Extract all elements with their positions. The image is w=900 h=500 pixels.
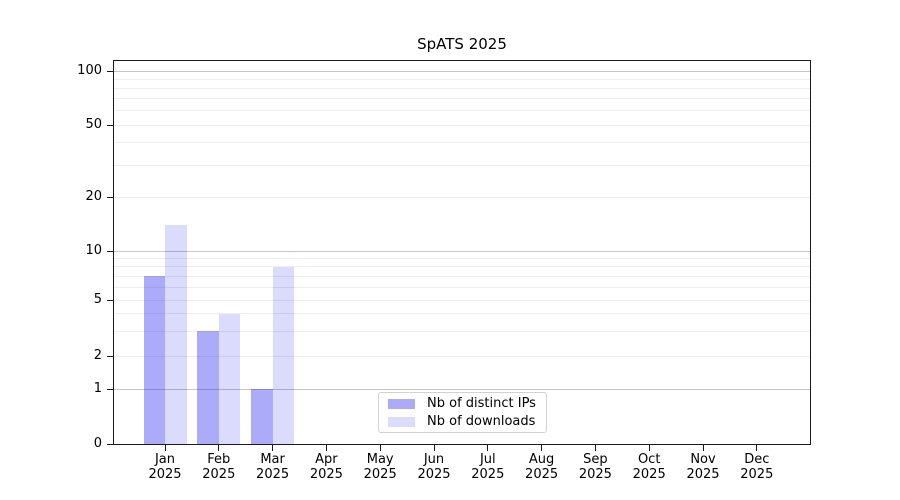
- gridline-minor: [114, 266, 810, 268]
- legend-swatch: [388, 416, 415, 427]
- x-tick-label-line: 2025: [471, 467, 505, 482]
- y-tick-label: 1: [93, 381, 102, 396]
- gridline-minor: [114, 124, 810, 126]
- y-tick-mark: [107, 388, 114, 390]
- x-tick-label: Jan 2025: [134, 452, 196, 482]
- y-tick-label: 20: [85, 189, 102, 204]
- x-tick-label-line: 2025: [686, 467, 720, 482]
- x-tick-label-line: Feb: [207, 452, 231, 467]
- x-tick-mark: [218, 445, 220, 451]
- x-tick-label-line: Aug: [528, 452, 555, 467]
- x-tick-label: Nov 2025: [672, 452, 734, 482]
- x-tick-label: Sep 2025: [564, 452, 626, 482]
- x-tick-label: Feb 2025: [188, 452, 250, 482]
- x-tick-mark: [702, 445, 704, 451]
- y-tick-mark: [107, 299, 114, 301]
- x-tick-label: Apr 2025: [295, 452, 357, 482]
- x-tick-label-line: 2025: [148, 467, 182, 482]
- y-tick-label: 2: [93, 348, 102, 363]
- x-tick-label: Oct 2025: [618, 452, 680, 482]
- bar-nb-of-distinct-ips-1: [197, 331, 219, 444]
- x-tick-mark: [164, 445, 166, 451]
- x-tick-mark: [541, 445, 543, 451]
- gridline-minor: [114, 330, 810, 332]
- x-tick-label-line: 2025: [309, 467, 343, 482]
- legend-swatch: [388, 398, 415, 409]
- y-tick-label: 10: [85, 243, 102, 258]
- y-tick-mark: [107, 124, 114, 126]
- x-tick-label-line: Nov: [690, 452, 716, 467]
- gridline-minor: [114, 78, 810, 80]
- bar-nb-of-distinct-ips-2: [251, 389, 273, 444]
- gridline-major: [114, 250, 810, 252]
- x-tick-label: Jul 2025: [457, 452, 519, 482]
- plot-area: 0 1 2 5 10 20 50 100 Jan 2025 Feb 2025 Mar 2025 Apr 202…: [77, 60, 811, 482]
- x-tick-mark: [487, 445, 489, 451]
- gridline-minor: [114, 196, 810, 198]
- x-tick-label: Jun 2025: [403, 452, 465, 482]
- y-tick-label: 5: [93, 292, 102, 307]
- x-tick-label-line: 2025: [578, 467, 612, 482]
- gridline-minor: [114, 299, 810, 301]
- x-tick-label: Mar 2025: [242, 452, 304, 482]
- y-tick-mark: [107, 196, 114, 198]
- x-tick-label-line: 2025: [525, 467, 559, 482]
- x-tick-mark: [379, 445, 381, 451]
- y-tick-label: 50: [85, 117, 102, 132]
- bar-nb-of-downloads-2: [272, 266, 295, 444]
- gridline-minor: [114, 275, 810, 277]
- x-tick-label-line: 2025: [256, 467, 290, 482]
- bar-nb-of-downloads-0: [165, 224, 187, 444]
- x-tick-mark: [594, 445, 596, 451]
- x-tick-label: May 2025: [349, 452, 411, 482]
- x-tick-label-line: 2025: [740, 467, 774, 482]
- bar-nb-of-downloads-1: [218, 313, 241, 444]
- y-tick-mark: [107, 70, 114, 72]
- gridline-minor: [114, 87, 810, 89]
- x-tick-label-line: Jan: [154, 452, 176, 467]
- x-tick-mark: [325, 445, 327, 451]
- x-tick-mark: [756, 445, 758, 451]
- x-tick-label-line: Oct: [637, 452, 661, 467]
- x-tick-label-line: 2025: [417, 467, 451, 482]
- y-tick-mark: [107, 355, 114, 357]
- y-tick-label: 0: [93, 436, 102, 451]
- gridline-minor: [114, 164, 810, 166]
- y-tick-label: 100: [77, 63, 102, 78]
- gridline-minor: [114, 286, 810, 288]
- legend-entry: Nb of distinct IPs: [388, 396, 546, 411]
- x-tick-label-line: Dec: [744, 452, 770, 467]
- x-tick-label-line: Apr: [315, 452, 338, 467]
- x-tick-label-line: Sep: [583, 452, 608, 467]
- chart-title: SpATS 2025: [417, 35, 507, 53]
- gridline-minor: [114, 142, 810, 144]
- x-tick-label-line: 2025: [202, 467, 236, 482]
- x-tick-mark: [272, 445, 274, 451]
- gridline-major: [114, 388, 810, 390]
- bar-nb-of-distinct-ips-0: [143, 276, 165, 444]
- x-tick-label: Dec 2025: [726, 452, 788, 482]
- x-tick-label-line: Jul: [479, 452, 496, 467]
- gridline-minor: [114, 98, 810, 100]
- gridline-minor: [114, 355, 810, 357]
- gridline-major: [114, 70, 810, 72]
- x-tick-label-line: Jun: [423, 452, 445, 467]
- x-tick-label-line: 2025: [363, 467, 397, 482]
- x-tick-label-line: Mar: [260, 452, 285, 467]
- gridline-minor: [114, 313, 810, 315]
- x-tick-label: Aug 2025: [511, 452, 573, 482]
- legend: Nb of distinct IPs Nb of downloads: [378, 392, 547, 433]
- gridline-minor: [114, 257, 810, 259]
- legend-label: Nb of distinct IPs: [427, 396, 536, 411]
- y-tick-mark: [107, 443, 114, 445]
- gridline-minor: [114, 110, 810, 112]
- y-tick-mark: [107, 250, 114, 252]
- x-tick-label-line: 2025: [632, 467, 666, 482]
- x-tick-mark: [433, 445, 435, 451]
- legend-entry: Nb of downloads: [388, 414, 546, 429]
- legend-label: Nb of downloads: [427, 414, 536, 429]
- x-tick-label-line: May: [366, 452, 394, 467]
- x-tick-mark: [648, 445, 650, 451]
